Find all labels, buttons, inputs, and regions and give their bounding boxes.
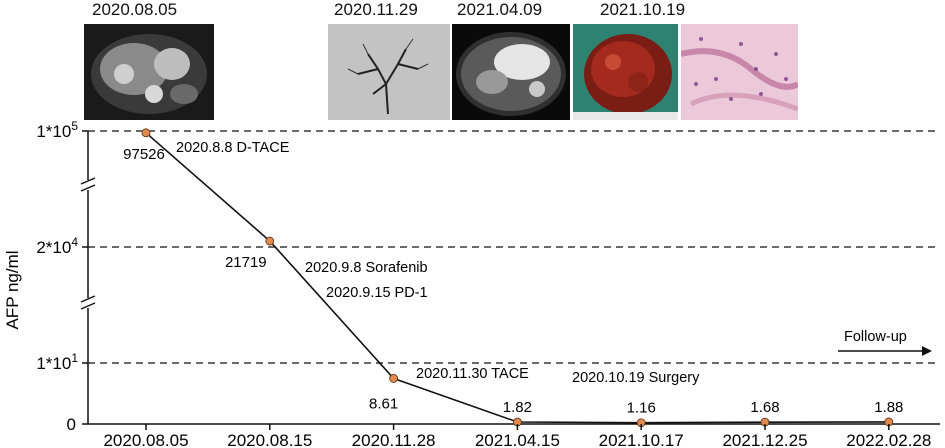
image-date-1: 2020.08.05 [92, 0, 178, 19]
image-date-4: 2021.10.19 [600, 0, 686, 19]
surgical-specimen-image [573, 24, 678, 120]
axis-break-upper [80, 177, 96, 192]
data-point [389, 374, 399, 383]
x-tick-label: 2020.11.28 [352, 431, 436, 448]
data-point [265, 236, 275, 246]
data-label: 97526 [123, 146, 165, 163]
mri-followup-image [452, 24, 570, 120]
y-tick-label-3: 1*101 [36, 351, 78, 373]
x-tick-label: 2021.10.17 [599, 431, 684, 448]
image-date-3: 2021.04.09 [457, 0, 543, 19]
data-label: 8.61 [369, 395, 398, 412]
x-tick-label: 2020.08.05 [103, 431, 188, 448]
angiography-image [328, 24, 450, 120]
x-tick-label: 2022.02.28 [846, 431, 931, 448]
histology-image [681, 24, 798, 120]
annotation-tace: 2020.11.30 TACE [416, 366, 529, 382]
annotation-sorafenib: 2020.9.8 Sorafenib [305, 260, 428, 276]
x-tick-label: 2021.12.25 [722, 431, 807, 448]
y-tick-label-1: 1*105 [36, 119, 78, 141]
y-tick-label-4: 0 [67, 415, 76, 434]
annotation-follow-up: Follow-up [844, 329, 907, 345]
data-label: 1.82 [503, 399, 532, 416]
data-label: 1.68 [750, 399, 779, 416]
follow-up-arrow [838, 346, 932, 356]
axis-break-lower [80, 295, 96, 310]
annotation-pd1: 2020.9.15 PD-1 [326, 285, 428, 301]
data-point [141, 128, 151, 138]
y-axis-label: AFP ng/ml [3, 250, 22, 329]
x-tick-label: 2021.04.15 [475, 431, 560, 448]
data-label: 1.88 [874, 399, 903, 416]
annotation-surgery: 2020.10.19 Surgery [572, 370, 700, 386]
data-label: 1.16 [627, 400, 656, 417]
y-tick-label-2: 2*104 [36, 235, 78, 257]
mri-axial-image [84, 24, 214, 120]
x-tick-label: 2020.08.15 [227, 431, 312, 448]
image-date-2: 2020.11.29 [334, 0, 418, 19]
data-label: 21719 [225, 254, 267, 271]
annotation-dtace: 2020.8.8 D-TACE [176, 140, 290, 156]
